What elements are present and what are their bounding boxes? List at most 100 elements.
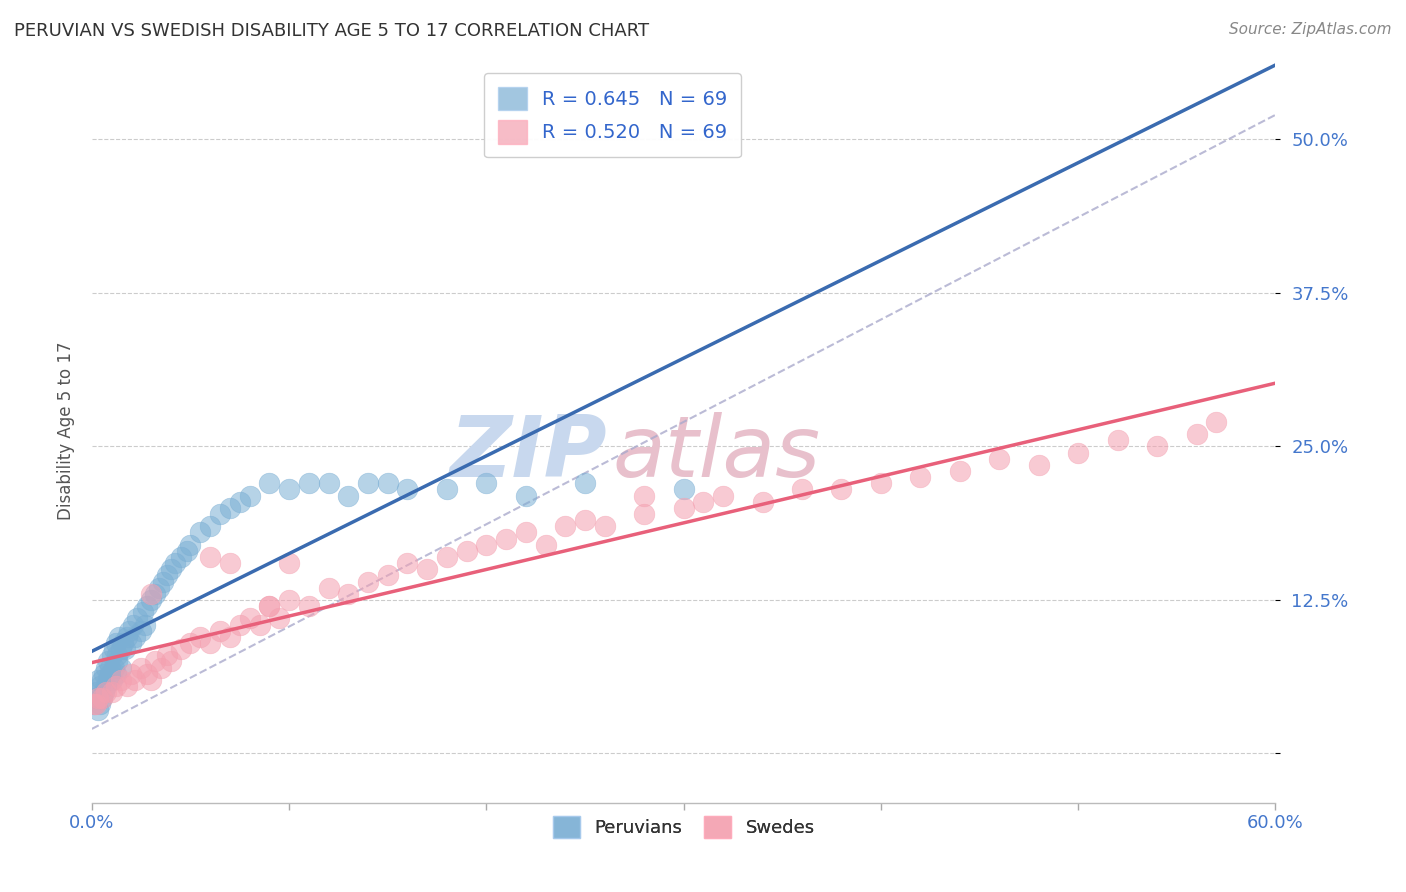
Text: atlas: atlas (613, 412, 821, 495)
Point (93, 685, 115, 699)
Point (219, 630, 242, 644)
Point (574, 476, 596, 491)
Point (1028, 458, 1050, 472)
Point (396, 483, 419, 497)
Point (104, 679, 127, 693)
Point (176, 544, 198, 558)
Point (337, 489, 360, 503)
Point (456, 544, 478, 558)
Point (143, 587, 166, 601)
Point (949, 464, 972, 478)
Point (377, 568, 399, 582)
Point (163, 556, 186, 570)
Point (143, 654, 166, 668)
Point (100, 648, 122, 663)
Point (200, 636, 222, 650)
Point (1205, 415, 1227, 429)
Point (134, 617, 156, 632)
Point (118, 624, 141, 638)
Point (83, 698, 105, 712)
Point (870, 476, 893, 491)
Point (129, 624, 152, 638)
Point (129, 660, 152, 674)
Point (110, 642, 132, 657)
Point (377, 476, 399, 491)
Point (672, 500, 695, 515)
Point (93, 666, 115, 681)
Point (107, 648, 129, 663)
Point (278, 483, 301, 497)
Point (100, 685, 122, 699)
Point (436, 549, 458, 564)
Point (357, 476, 380, 491)
Point (239, 611, 262, 625)
Point (114, 642, 136, 657)
Point (94, 685, 117, 699)
Point (110, 660, 132, 674)
Point (515, 489, 537, 503)
Point (87, 691, 110, 706)
Point (1146, 440, 1168, 454)
Point (136, 599, 159, 613)
Point (87, 673, 110, 687)
Point (357, 574, 380, 589)
Text: ZIP: ZIP (449, 412, 607, 495)
Point (169, 549, 191, 564)
Point (298, 599, 321, 613)
Point (179, 538, 201, 552)
Point (136, 666, 159, 681)
Point (112, 636, 135, 650)
Point (107, 654, 129, 668)
Point (209, 624, 232, 638)
Point (318, 476, 340, 491)
Point (910, 470, 932, 484)
Point (219, 500, 242, 515)
Point (278, 593, 301, 607)
Point (1067, 445, 1090, 459)
Point (337, 587, 360, 601)
Point (139, 587, 162, 601)
Point (98, 660, 121, 674)
Text: Source: ZipAtlas.com: Source: ZipAtlas.com (1229, 22, 1392, 37)
Point (97, 673, 120, 687)
Point (139, 673, 162, 687)
Point (98, 666, 121, 681)
Point (90, 691, 112, 706)
Point (156, 648, 179, 663)
Point (132, 605, 155, 619)
Point (711, 489, 734, 503)
Point (110, 673, 132, 687)
Point (103, 642, 125, 657)
Point (117, 679, 139, 693)
Point (534, 538, 557, 552)
Point (259, 476, 281, 491)
Point (692, 494, 714, 508)
Point (188, 630, 211, 644)
Point (249, 617, 271, 632)
Point (169, 642, 191, 657)
Point (259, 599, 281, 613)
Point (200, 519, 222, 533)
Point (298, 476, 321, 491)
Point (152, 574, 174, 589)
Point (259, 599, 281, 613)
Point (139, 593, 162, 607)
Point (229, 494, 252, 508)
Point (89, 679, 111, 693)
Point (97, 654, 120, 668)
Point (87, 704, 110, 718)
Point (318, 581, 340, 595)
Point (219, 556, 242, 570)
Point (269, 611, 291, 625)
Point (122, 617, 145, 632)
Point (574, 513, 596, 527)
Point (790, 483, 813, 497)
Point (108, 630, 131, 644)
Point (100, 673, 122, 687)
Point (209, 507, 232, 521)
Point (103, 660, 125, 674)
Point (90, 691, 112, 706)
Point (1107, 434, 1129, 448)
Point (124, 630, 146, 644)
Point (239, 489, 262, 503)
